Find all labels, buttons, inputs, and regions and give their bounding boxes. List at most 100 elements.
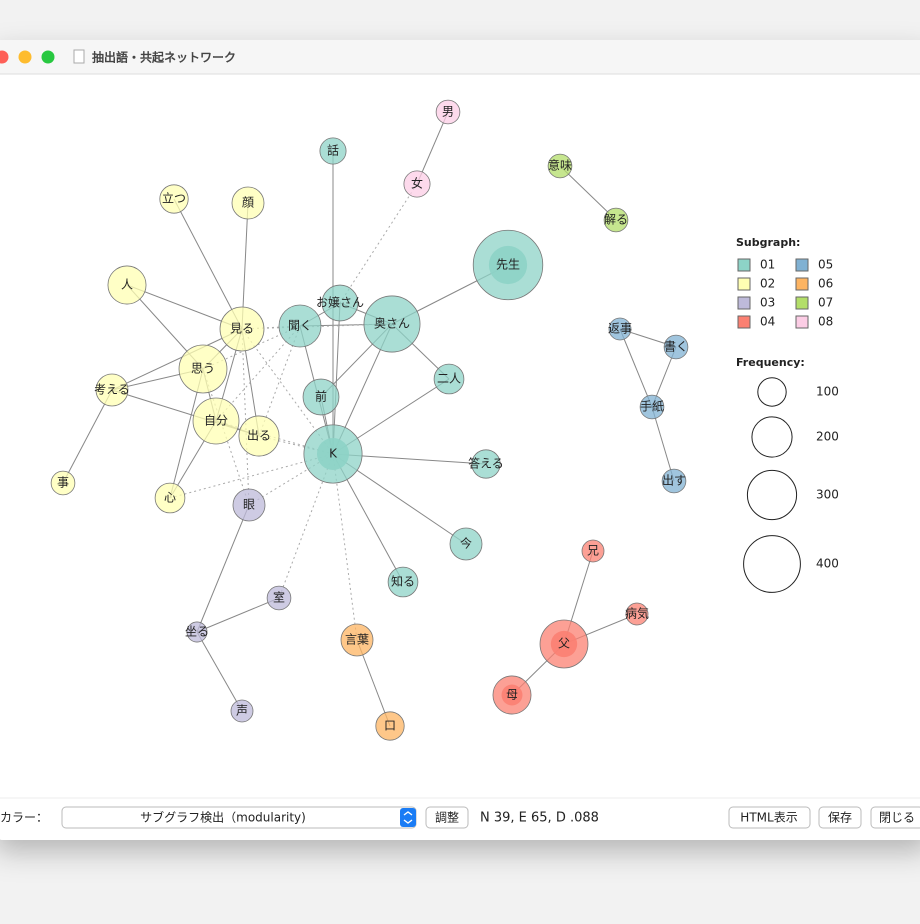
node: [107, 265, 147, 305]
save-button-text: 保存: [828, 811, 852, 825]
node-core: [488, 245, 528, 285]
node: [219, 306, 265, 352]
legend-swatch: [737, 296, 751, 310]
legend-size: [743, 535, 801, 593]
node-label: 奥さん: [374, 317, 410, 331]
legend-swatch: [737, 277, 751, 291]
legend-size-label: 200: [816, 430, 839, 444]
legend-size-label: 100: [816, 385, 839, 399]
node: [186, 621, 208, 643]
node-label: 書く: [664, 340, 688, 354]
minimize-light[interactable]: [18, 50, 32, 64]
window-title: 抽出語・共起ネットワーク: [92, 50, 236, 65]
select-chevron[interactable]: [400, 808, 416, 827]
node-label: 返事: [608, 322, 632, 336]
node: [231, 186, 265, 220]
legend-label: 07: [818, 296, 833, 310]
node-label: 女: [411, 176, 423, 191]
node-label: 先生: [496, 258, 520, 272]
html-button[interactable]: [728, 806, 811, 829]
node-core: [501, 684, 523, 706]
node: [302, 378, 340, 416]
node: [625, 602, 649, 626]
edge-dotted: [241, 328, 250, 506]
node-label: 父: [558, 637, 570, 651]
node-label: 立つ: [162, 191, 186, 206]
node-core: [550, 630, 578, 658]
node: [639, 394, 665, 420]
node: [375, 711, 405, 741]
color-label: カラー：: [0, 811, 48, 825]
node: [319, 137, 347, 165]
node-label: 思う: [191, 362, 215, 376]
node: [661, 468, 687, 494]
node: [232, 488, 266, 522]
node-label: K: [329, 447, 338, 461]
node-label: 自分: [204, 414, 228, 428]
legend-label: 02: [760, 277, 775, 291]
node: [547, 153, 573, 179]
node-label: 出る: [247, 429, 271, 443]
edge-dotted: [332, 453, 358, 641]
node-label: 話: [327, 143, 339, 158]
legend-label: 05: [818, 258, 833, 272]
node: [363, 295, 421, 353]
window: [0, 40, 920, 840]
legend-size: [757, 377, 787, 407]
legend-size: [746, 469, 798, 521]
node-label: 答える: [468, 456, 504, 471]
doc-icon: [73, 49, 85, 64]
close-light[interactable]: [0, 50, 9, 64]
legend-swatch: [737, 315, 751, 329]
legend-label: 03: [760, 296, 775, 310]
edge: [196, 597, 280, 633]
node: [321, 284, 359, 322]
node: [159, 184, 189, 214]
node-label: 聞く: [288, 319, 312, 333]
legend-size: [751, 416, 793, 458]
legend-label: 06: [818, 277, 833, 291]
chevron-icon: [403, 811, 413, 824]
node: [403, 170, 431, 198]
node-label: 病気: [625, 606, 649, 621]
node: [50, 470, 76, 496]
node: [449, 527, 483, 561]
edge: [559, 165, 617, 221]
node: [266, 585, 292, 611]
edge: [196, 631, 243, 712]
node: [471, 449, 501, 479]
close-button-text: 閉じる: [879, 811, 915, 825]
legend-label: 04: [760, 315, 775, 329]
save-button[interactable]: [818, 806, 862, 829]
title-bar: [0, 40, 920, 74]
edge: [111, 328, 243, 391]
node: [278, 304, 322, 348]
node: [435, 99, 461, 125]
node: [340, 623, 374, 657]
node: [608, 317, 632, 341]
node-label: お嬢さん: [316, 296, 364, 310]
edge-dotted: [339, 183, 418, 304]
node-label: 坐る: [185, 625, 209, 639]
node-label: 意味: [548, 158, 572, 173]
node: [95, 373, 129, 407]
zoom-light[interactable]: [41, 50, 55, 64]
node-core: [316, 437, 350, 471]
legend-swatch: [737, 258, 751, 272]
color-select-text: サブグラフ検出（modularity): [140, 810, 306, 825]
node: [581, 539, 605, 563]
node-label: 考える: [94, 383, 130, 397]
stats: N 39, E 65, D .088: [480, 811, 599, 826]
adjust-button[interactable]: [425, 806, 469, 829]
node: [230, 699, 254, 723]
node-label: 男: [442, 105, 454, 119]
node-label: 声: [236, 704, 248, 718]
node-label: 前: [315, 389, 327, 404]
legend-size-label: 300: [816, 488, 839, 502]
close-button[interactable]: [870, 806, 920, 829]
node-label: 口: [384, 719, 396, 733]
edge: [173, 198, 243, 330]
legend-swatch: [795, 315, 809, 329]
node-label: 解る: [604, 213, 628, 227]
